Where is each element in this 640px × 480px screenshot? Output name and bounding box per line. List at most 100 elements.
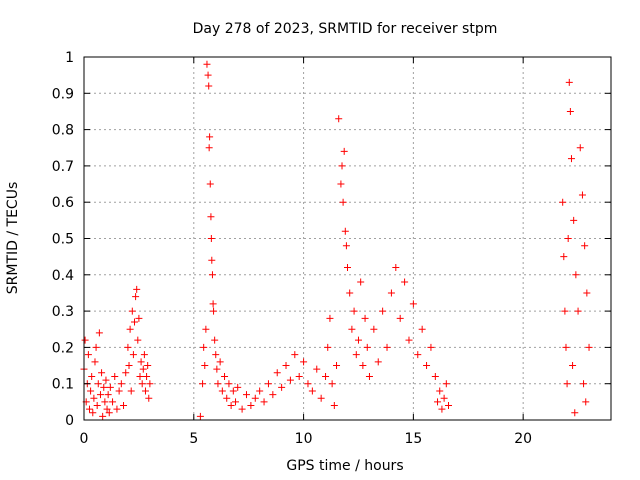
data-point (571, 409, 579, 417)
data-point (335, 115, 343, 123)
data-point (440, 394, 448, 402)
data-point (136, 372, 144, 380)
data-point (559, 198, 567, 206)
data-point (324, 343, 332, 351)
data-point (200, 343, 208, 351)
data-point (223, 394, 231, 402)
data-point (328, 380, 336, 388)
data-point (418, 325, 426, 333)
data-point (146, 380, 154, 388)
data-point (370, 325, 378, 333)
data-point (313, 365, 321, 373)
data-point (124, 343, 132, 351)
data-point (212, 351, 220, 359)
x-tick-label: 10 (295, 431, 313, 447)
data-point (145, 394, 153, 402)
data-point (91, 358, 99, 366)
data-point (337, 180, 345, 188)
data-point (129, 351, 137, 359)
data-point (291, 351, 299, 359)
data-point (205, 144, 213, 152)
data-point (251, 394, 259, 402)
data-point (308, 387, 316, 395)
y-axis-label: SRMTID / TECUs (5, 182, 21, 295)
data-point (414, 351, 422, 359)
data-point (567, 155, 575, 163)
data-point (562, 343, 570, 351)
y-tick-label: 0.4 (52, 268, 74, 284)
data-point (144, 362, 152, 370)
plot-frame (83, 56, 612, 421)
data-point (133, 285, 141, 293)
data-point (436, 387, 444, 395)
data-point (122, 369, 130, 377)
data-point (578, 191, 586, 199)
data-point (359, 362, 367, 370)
data-point (208, 271, 216, 279)
data-point (210, 307, 218, 315)
data-point (85, 405, 93, 413)
data-point (132, 293, 140, 301)
data-point (201, 362, 209, 370)
data-point (141, 387, 149, 395)
data-point (137, 358, 145, 366)
data-point (211, 336, 219, 344)
data-point (354, 336, 362, 344)
y-tick-label: 0.9 (52, 86, 74, 102)
data-point (583, 289, 591, 297)
data-point (213, 365, 221, 373)
data-point (357, 278, 365, 286)
data-point (576, 144, 584, 152)
grid-lines (84, 57, 611, 420)
data-point (134, 336, 142, 344)
data-point (208, 256, 216, 264)
data-point (100, 383, 108, 391)
data-point (560, 253, 568, 261)
data-point (387, 289, 395, 297)
data-point (120, 401, 128, 409)
data-point (221, 372, 229, 380)
data-point (392, 264, 400, 272)
data-point (580, 380, 588, 388)
data-point (574, 307, 582, 315)
data-point (92, 343, 100, 351)
data-point (340, 147, 348, 155)
data-point (216, 358, 224, 366)
data-point (89, 409, 97, 417)
data-point (227, 401, 235, 409)
data-point (585, 343, 593, 351)
data-point (95, 329, 103, 337)
data-point (209, 300, 217, 308)
data-point (131, 318, 139, 326)
data-point (409, 300, 417, 308)
x-tick-label: 5 (189, 431, 198, 447)
data-point (96, 391, 104, 399)
data-point (214, 380, 222, 388)
data-point (338, 162, 346, 170)
data-point (322, 372, 330, 380)
data-point (242, 391, 250, 399)
data-point (87, 387, 95, 395)
data-point (363, 343, 371, 351)
data-point (442, 380, 450, 388)
data-point (326, 314, 334, 322)
data-point (207, 235, 215, 242)
data-point (346, 289, 354, 297)
x-tick-labels: 0 5 10 15 20 (80, 431, 533, 447)
data-point (341, 227, 349, 235)
data-point (295, 372, 303, 380)
data-point (569, 362, 577, 370)
data-point (98, 369, 106, 377)
data-point (374, 358, 382, 366)
data-point (94, 380, 102, 388)
data-point (247, 401, 255, 409)
data-point (431, 372, 439, 380)
data-point (84, 351, 92, 359)
data-point (115, 387, 123, 395)
y-tick-label: 0.6 (52, 195, 74, 211)
data-point (561, 307, 569, 315)
data-point (401, 278, 409, 286)
data-point (125, 362, 133, 370)
data-point (99, 412, 107, 420)
